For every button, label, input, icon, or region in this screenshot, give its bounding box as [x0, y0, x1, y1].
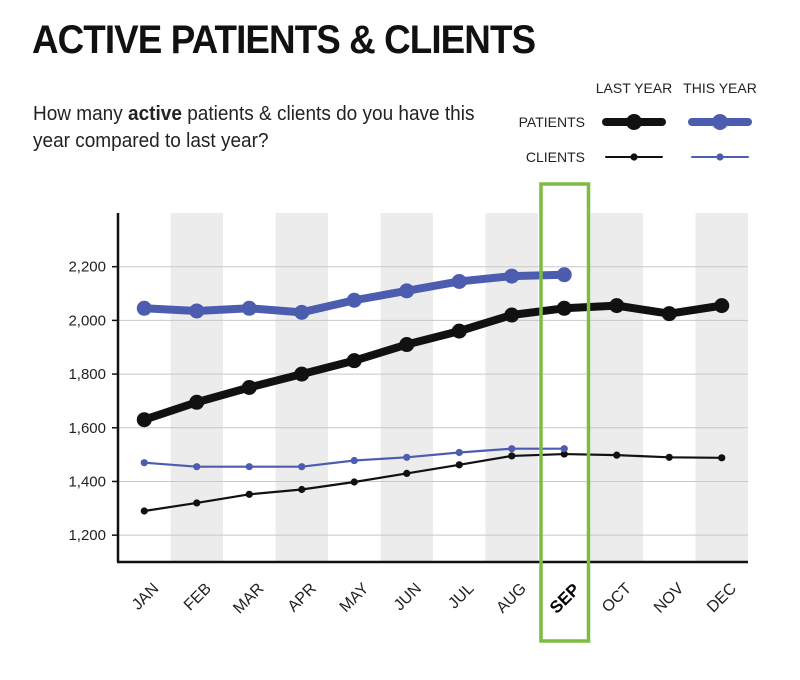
data-point [504, 307, 520, 323]
chart-subtitle: How many active patients & clients do yo… [33, 101, 480, 155]
data-point [189, 394, 205, 410]
data-point [140, 459, 148, 467]
data-point [241, 380, 257, 395]
data-point [298, 485, 306, 494]
data-point [193, 499, 201, 507]
x-tick-label-may: MAY [337, 580, 373, 616]
data-point [298, 463, 306, 471]
data-point [136, 412, 152, 428]
x-tick-label-sep: SEP [546, 580, 583, 617]
series-line [143, 452, 723, 513]
y-tick-label: 1,400 [68, 473, 106, 490]
series-line [140, 301, 726, 424]
highlight-box-sep [539, 182, 591, 643]
series-patients-this-year [136, 267, 572, 320]
y-tick-label: 1,200 [68, 527, 106, 544]
legend-swatch-marker [712, 114, 728, 130]
series-layer [136, 267, 730, 515]
y-axis-ticks: 1,200 1,400 1,600 1,800 2,000 2,200 [68, 259, 118, 544]
y-tick-label: 2,000 [68, 312, 106, 329]
data-point [714, 298, 730, 314]
x-tick-label-aug: AUG [493, 580, 530, 617]
series-clients-this-year [140, 445, 568, 471]
gridlines [118, 266, 748, 536]
data-point [136, 300, 152, 316]
data-point [399, 337, 415, 353]
series-clients-last-year [140, 450, 726, 515]
x-tick-label-jul: JUL [445, 580, 477, 612]
data-point [350, 456, 358, 465]
data-point [245, 463, 253, 471]
data-point [661, 306, 677, 322]
data-point [455, 448, 463, 457]
legend-row-patients: PATIENTS [519, 114, 585, 130]
x-tick-label-apr: APR [285, 580, 320, 615]
data-point [294, 304, 310, 320]
x-tick-label-jun: JUN [391, 580, 425, 614]
data-point [451, 273, 467, 289]
data-point [556, 267, 572, 283]
band-jun [380, 213, 433, 562]
legend-column-this-year: THIS YEAR [683, 80, 757, 96]
data-point [294, 366, 310, 382]
band-feb [170, 213, 223, 562]
data-point [140, 507, 148, 515]
x-tick-label-nov: NOV [651, 580, 688, 617]
data-point [241, 300, 257, 316]
data-point [455, 461, 463, 469]
band-aug [485, 213, 538, 562]
data-point [508, 445, 516, 453]
data-point [609, 298, 625, 314]
data-point [451, 323, 467, 339]
band-apr [275, 213, 328, 562]
column-bands [170, 213, 748, 562]
subtitle-text-end: patients & clients do you have this year… [33, 103, 475, 152]
chart-title: ACTIVE PATIENTS & CLIENTS [32, 18, 536, 62]
legend-swatch-marker [716, 153, 724, 161]
series-patients-last-year [136, 298, 730, 428]
data-point [189, 303, 205, 319]
data-point [403, 469, 411, 478]
data-point [403, 453, 411, 461]
x-tick-label-oct: OCT [599, 580, 635, 616]
legend-swatch-marker [626, 114, 642, 130]
axes [116, 213, 748, 564]
data-point [665, 453, 673, 461]
x-tick-label-feb: FEB [181, 580, 215, 614]
x-axis-labels: JAN FEB MAR APR MAY JUN JUL AUG SEP OCT NOV DEC [129, 580, 740, 617]
data-point [399, 283, 415, 299]
subtitle-bold-word: active [128, 103, 182, 125]
x-tick-label-mar: MAR [230, 580, 267, 617]
subtitle-text-start: How many [33, 103, 129, 125]
data-point [718, 454, 726, 462]
data-point [193, 463, 201, 471]
data-point [613, 451, 621, 459]
legend-row-clients: CLIENTS [526, 149, 585, 165]
highlight-layer [539, 182, 591, 643]
data-point [560, 445, 568, 453]
band-oct [590, 213, 643, 562]
legend-column-last-year: LAST YEAR [596, 80, 673, 96]
x-tick-label-jan: JAN [129, 580, 162, 613]
y-tick-label: 1,600 [68, 420, 106, 437]
x-tick-label-dec: DEC [704, 580, 740, 616]
data-point [350, 478, 358, 486]
data-point [504, 268, 520, 284]
legend: LAST YEAR THIS YEAR PATIENTS CLIENTS [519, 80, 757, 165]
legend-swatch-marker [630, 153, 638, 161]
data-point [508, 452, 516, 460]
data-point [556, 300, 572, 316]
y-tick-label: 1,800 [68, 366, 106, 383]
band-dec [695, 213, 748, 562]
data-point [346, 353, 362, 369]
data-point [245, 490, 253, 498]
data-point [346, 292, 362, 308]
data-point [560, 450, 568, 458]
y-tick-label: 2,200 [68, 259, 106, 276]
